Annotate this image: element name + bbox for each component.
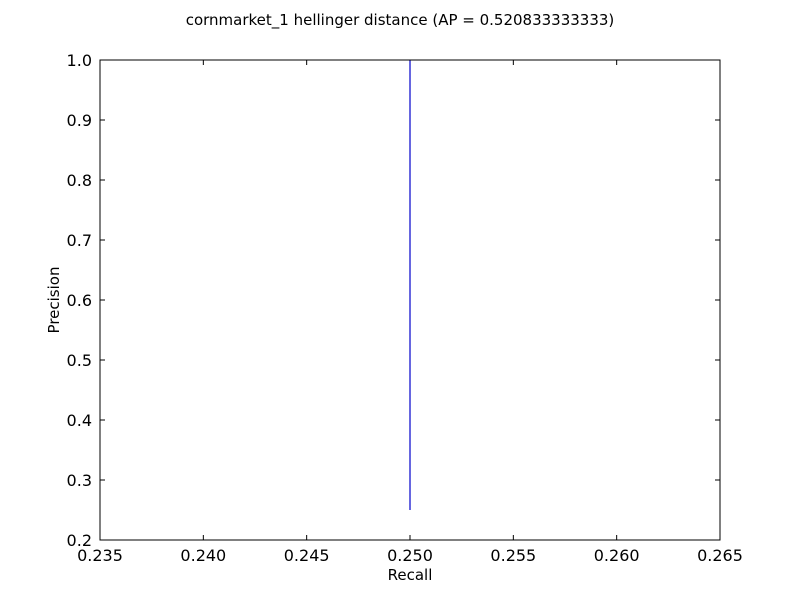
y-tick-label: 0.2 [67, 531, 92, 550]
y-axis-label: Precision [45, 267, 63, 334]
x-tick-label: 0.265 [697, 546, 743, 565]
y-tick-label: 1.0 [67, 51, 92, 70]
x-tick-label: 0.255 [490, 546, 536, 565]
x-tick-label: 0.250 [387, 546, 433, 565]
y-tick-label: 0.6 [67, 291, 92, 310]
x-tick-label: 0.240 [180, 546, 226, 565]
x-tick-label: 0.260 [594, 546, 640, 565]
x-tick-label: 0.235 [77, 546, 123, 565]
y-tick-label: 0.3 [67, 471, 92, 490]
y-tick-label: 0.7 [67, 231, 92, 250]
plot-area-frame [99, 59, 721, 541]
y-tick-labels: 0.2 0.3 0.4 0.5 0.6 0.7 0.8 0.9 1.0 [67, 51, 92, 550]
x-tick-label: 0.245 [284, 546, 330, 565]
y-tick-label: 0.4 [67, 411, 92, 430]
y-tick-label: 0.5 [67, 351, 92, 370]
y-tick-label: 0.9 [67, 111, 92, 130]
chart-title: cornmarket_1 hellinger distance (AP = 0.… [186, 11, 615, 30]
x-tick-labels: 0.235 0.240 0.245 0.250 0.255 0.260 0.265 [77, 546, 743, 565]
x-axis-label: Recall [388, 566, 433, 584]
y-tick-label: 0.8 [67, 171, 92, 190]
